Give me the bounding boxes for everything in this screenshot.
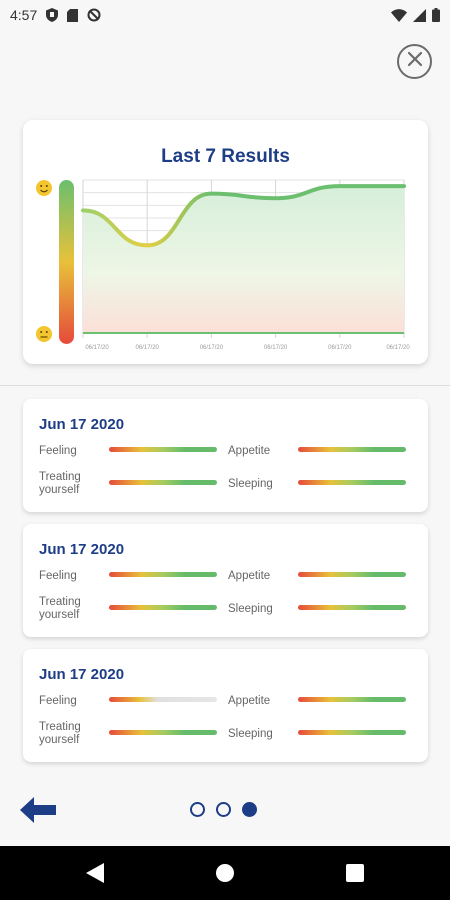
result-card[interactable]: Jun 17 2020 Feeling Appetite Treating yo…	[23, 649, 428, 762]
x-tick-label: 06/17/20	[386, 345, 410, 351]
chart-area-fill	[83, 186, 404, 332]
metric-bar-appetite	[298, 447, 406, 452]
nav-recents-button[interactable]	[330, 846, 380, 900]
metric-bar-sleeping	[298, 605, 406, 610]
metric-label-sleeping: Sleeping	[228, 603, 273, 615]
metric-bar-feeling	[109, 572, 217, 577]
close-icon	[407, 51, 423, 72]
nav-back-button[interactable]	[70, 846, 120, 900]
no-sync-icon	[87, 8, 101, 22]
shield-icon	[46, 8, 59, 22]
chart-title: Last 7 Results	[161, 146, 290, 167]
metric-bar-appetite	[298, 572, 406, 577]
page-dot[interactable]	[190, 802, 205, 817]
metric-label-treating-yourself: Treating yourself	[39, 721, 81, 746]
metric-bar-appetite	[298, 697, 406, 702]
page-indicator	[190, 802, 257, 817]
x-tick-label: 06/17/20	[85, 345, 109, 351]
status-time: 4:57	[10, 7, 38, 23]
happy-face-icon	[36, 180, 52, 196]
metric-bar-treating-yourself	[109, 730, 217, 735]
metric-label-feeling: Feeling	[39, 570, 77, 582]
navigation-bar	[0, 846, 450, 900]
result-card[interactable]: Jun 17 2020 Feeling Appetite Treating yo…	[23, 399, 428, 512]
signal-icon	[413, 8, 426, 22]
back-icon	[86, 863, 104, 883]
wifi-icon	[391, 8, 407, 22]
metric-label-feeling: Feeling	[39, 445, 77, 457]
recents-icon	[346, 864, 364, 882]
metric-label-treating-yourself: Treating yourself	[39, 596, 81, 621]
arrow-left-icon	[20, 797, 56, 823]
home-icon	[216, 864, 234, 882]
metric-label-appetite: Appetite	[228, 695, 271, 707]
close-button[interactable]	[397, 44, 432, 79]
mood-scale-bar	[59, 180, 74, 344]
result-date: Jun 17 2020	[39, 416, 125, 433]
result-date: Jun 17 2020	[39, 666, 125, 683]
neutral-face-icon	[36, 326, 52, 342]
metric-bar-sleeping	[298, 730, 406, 735]
metric-bar-treating-yourself	[109, 605, 217, 610]
x-tick-label: 06/17/20	[136, 345, 160, 351]
battery-icon	[432, 8, 440, 22]
status-bar: 4:57	[0, 0, 450, 30]
divider	[0, 385, 450, 386]
metric-bar-sleeping	[298, 480, 406, 485]
metric-bar-feeling	[109, 697, 217, 702]
metric-label-treating-yourself: Treating yourself	[39, 471, 81, 496]
metric-label-sleeping: Sleeping	[228, 478, 273, 490]
results-chart: 06/17/20 06/17/20 06/17/20 06/17/20 06/17/20…	[36, 179, 410, 351]
x-tick-label: 06/17/20	[200, 345, 224, 351]
metric-label-feeling: Feeling	[39, 695, 77, 707]
sd-card-icon	[67, 8, 79, 22]
x-tick-label: 06/17/20	[264, 345, 288, 351]
metric-label-sleeping: Sleeping	[228, 728, 273, 740]
metric-bar-treating-yourself	[109, 480, 217, 485]
page-dot[interactable]	[216, 802, 231, 817]
nav-home-button[interactable]	[200, 846, 250, 900]
chart-series-line	[81, 184, 406, 248]
page-dot-active[interactable]	[242, 802, 257, 817]
metric-label-appetite: Appetite	[228, 445, 271, 457]
result-card[interactable]: Jun 17 2020 Feeling Appetite Treating yo…	[23, 524, 428, 637]
x-tick-label: 06/17/20	[328, 345, 352, 351]
back-button[interactable]	[20, 796, 56, 829]
result-date: Jun 17 2020	[39, 541, 125, 558]
metric-bar-feeling	[109, 447, 217, 452]
metric-label-appetite: Appetite	[228, 570, 271, 582]
chart-card: Last 7 Results	[23, 120, 428, 364]
